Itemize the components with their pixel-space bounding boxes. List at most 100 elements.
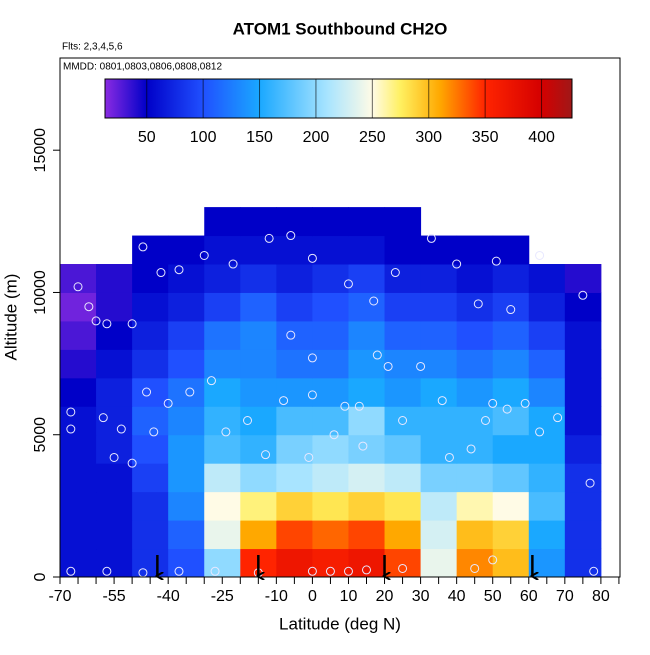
heat-cell — [276, 434, 313, 464]
sample-point — [307, 566, 317, 576]
heat-cell — [564, 406, 602, 436]
sample-point — [426, 233, 436, 243]
heat-cell — [312, 349, 349, 379]
heat-cell — [492, 292, 530, 322]
heat-cell — [348, 292, 386, 322]
sample-point — [307, 390, 317, 400]
heat-cell — [60, 520, 97, 550]
plot-area — [60, 207, 602, 577]
heat-cell — [60, 491, 97, 521]
sample-point — [329, 430, 339, 440]
heat-cell — [240, 207, 277, 237]
x-tick-label: 10 — [340, 588, 358, 605]
sample-point — [102, 319, 112, 329]
heat-cell — [456, 520, 494, 550]
sample-point — [261, 450, 271, 460]
sample-point — [491, 256, 501, 266]
sample-point — [480, 416, 490, 426]
colorbar — [104, 78, 573, 119]
heat-cell — [564, 434, 602, 464]
heat-cell — [528, 548, 566, 577]
heat-cell — [168, 548, 205, 577]
sample-point — [109, 452, 119, 462]
heat-cell — [456, 349, 494, 379]
heat-cell — [276, 463, 313, 493]
x-tick-label: 60 — [520, 588, 538, 605]
heat-cell — [168, 520, 205, 550]
x-tick-label: -25 — [211, 588, 234, 605]
x-tick-label: 30 — [412, 588, 430, 605]
sample-point — [535, 427, 545, 437]
sample-point — [488, 555, 498, 565]
heat-cell — [96, 264, 133, 293]
heat-cell — [528, 434, 566, 464]
heat-cell — [96, 491, 133, 521]
heat-cell — [564, 292, 602, 322]
sample-point — [142, 387, 152, 397]
heat-cell — [168, 406, 205, 436]
sample-point — [416, 361, 426, 371]
heat-cell — [96, 463, 133, 493]
sample-point — [149, 427, 159, 437]
heat-cell — [528, 292, 566, 322]
heat-cell — [312, 406, 349, 436]
sample-point — [307, 253, 317, 263]
heat-cell — [492, 377, 530, 407]
heat-cell — [204, 264, 241, 293]
sample-point — [66, 424, 76, 434]
heat-cell — [528, 406, 566, 436]
heat-cell — [60, 377, 97, 407]
heat-cell — [132, 320, 169, 350]
sample-point — [66, 407, 76, 417]
heat-cell — [312, 548, 349, 577]
heat-cell — [312, 320, 349, 350]
heat-cell — [348, 264, 386, 293]
sample-point — [369, 296, 379, 306]
heat-cell — [96, 434, 133, 464]
heat-cell — [132, 548, 169, 577]
heat-cell — [348, 235, 386, 265]
heat-cell — [132, 264, 169, 293]
heat-cell — [96, 292, 133, 322]
sample-point — [398, 416, 408, 426]
heat-cell — [204, 491, 241, 521]
heat-cell — [168, 434, 205, 464]
subtitle: Flts: 2,3,4,5,6 — [62, 42, 123, 53]
sample-point — [91, 316, 101, 326]
plot-frame — [59, 57, 621, 578]
sample-point — [553, 413, 563, 423]
heat-cell — [564, 377, 602, 407]
sample-point — [358, 441, 368, 451]
heat-cell — [420, 292, 458, 322]
heat-cell — [420, 406, 458, 436]
sample-point — [243, 416, 253, 426]
x-tick-label: 0 — [308, 588, 317, 605]
sample-point — [578, 290, 588, 300]
heat-cell — [492, 434, 530, 464]
y-tick-label: 10000 — [32, 270, 49, 315]
heat-cell — [60, 264, 97, 293]
sample-point — [156, 268, 166, 278]
heat-cell — [240, 434, 277, 464]
heat-cell — [204, 463, 241, 493]
heat-cell — [384, 235, 422, 265]
heat-cell — [96, 548, 133, 577]
sample-point — [98, 413, 108, 423]
heat-cell — [240, 377, 277, 407]
colorbar-tick-label: 300 — [415, 129, 442, 146]
colorbar-tick-label: 50 — [138, 129, 156, 146]
heat-cell — [420, 320, 458, 350]
heat-cell — [96, 349, 133, 379]
heat-cell — [132, 463, 169, 493]
x-tick-label: -55 — [103, 588, 126, 605]
y-tick-label: 5000 — [32, 417, 49, 453]
sample-point — [535, 250, 545, 260]
heat-cell — [420, 491, 458, 521]
sample-point — [585, 478, 595, 488]
heat-cell — [420, 434, 458, 464]
heat-cell — [312, 292, 349, 322]
heat-cell — [384, 434, 422, 464]
heat-cell — [492, 320, 530, 350]
heat-cell — [132, 491, 169, 521]
